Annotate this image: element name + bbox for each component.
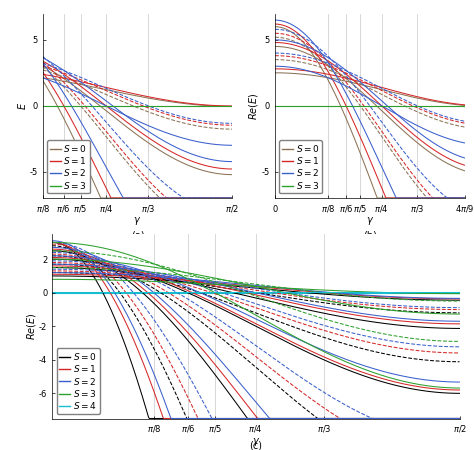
X-axis label: $\gamma$: $\gamma$ <box>365 215 374 227</box>
Text: (b): (b) <box>363 230 377 241</box>
Text: (c): (c) <box>249 441 263 450</box>
X-axis label: $\gamma$: $\gamma$ <box>252 436 260 448</box>
Text: (a): (a) <box>131 230 144 241</box>
Legend: $S=0$, $S=1$, $S=2$, $S=3$: $S=0$, $S=1$, $S=2$, $S=3$ <box>47 140 90 194</box>
Legend: $S=0$, $S=1$, $S=2$, $S=3$: $S=0$, $S=1$, $S=2$, $S=3$ <box>280 140 322 194</box>
Y-axis label: $Re(E)$: $Re(E)$ <box>25 312 37 340</box>
Y-axis label: $Re(E)$: $Re(E)$ <box>247 92 260 120</box>
Y-axis label: $E$: $E$ <box>16 102 28 110</box>
X-axis label: $\gamma$: $\gamma$ <box>133 215 142 227</box>
Legend: $S=0$, $S=1$, $S=2$, $S=3$, $S=4$: $S=0$, $S=1$, $S=2$, $S=3$, $S=4$ <box>57 348 100 414</box>
